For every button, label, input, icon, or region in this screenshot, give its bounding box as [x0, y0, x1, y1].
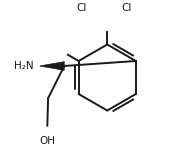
Text: Cl: Cl: [121, 3, 132, 13]
Polygon shape: [40, 62, 64, 70]
Text: OH: OH: [39, 136, 55, 146]
Text: H₂N: H₂N: [14, 61, 34, 71]
Text: Cl: Cl: [76, 3, 86, 13]
